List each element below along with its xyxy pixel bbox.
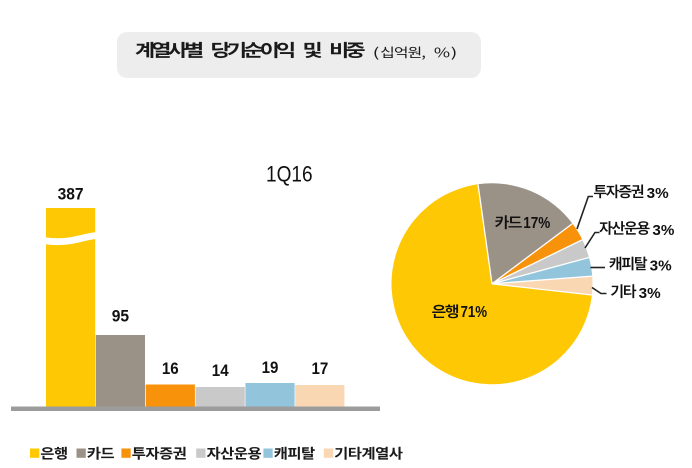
svg-text:3%: 3% (639, 286, 661, 302)
svg-text:387: 387 (58, 186, 84, 204)
svg-text:1Q16: 1Q16 (266, 162, 313, 187)
svg-text:19: 19 (262, 359, 279, 377)
svg-text:16: 16 (162, 360, 179, 378)
svg-text:95: 95 (112, 308, 129, 326)
svg-text:71%: 71% (461, 304, 488, 321)
svg-text:3%: 3% (647, 186, 669, 202)
svg-text:3%: 3% (652, 223, 674, 239)
svg-text:17: 17 (312, 360, 329, 378)
svg-text:14: 14 (212, 362, 229, 380)
svg-text:17%: 17% (523, 215, 550, 232)
svg-text:3%: 3% (650, 258, 672, 274)
